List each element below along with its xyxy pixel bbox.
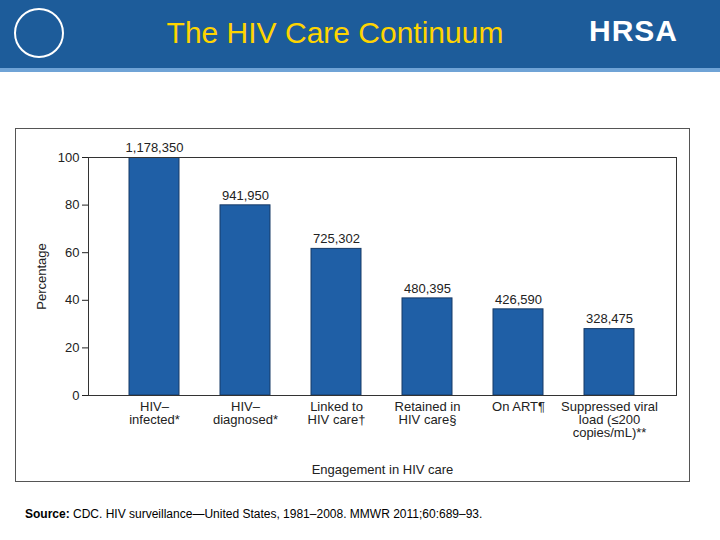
svg-text:Linked toHIV care†: Linked toHIV care† [308,399,366,427]
svg-text:941,950: 941,950 [222,187,269,202]
svg-text:Suppressed viralload (≤200copi: Suppressed viralload (≤200copies/mL)** [561,399,658,440]
svg-text:0: 0 [72,388,79,403]
svg-text:40: 40 [65,292,79,307]
svg-text:480,395: 480,395 [404,281,451,296]
svg-text:426,590: 426,590 [495,292,542,307]
svg-text:725,302: 725,302 [313,231,360,246]
svg-text:On ART¶: On ART¶ [492,399,545,414]
html-text:Source: CDC. HIV surveillance—: Source: CDC. HIV surveillance—United Sta… [25,507,483,521]
html-text:The HIV Care Continuum: The HIV Care Continuum [166,16,504,49]
svg-text:100: 100 [58,150,80,165]
svg-text:80: 80 [65,197,79,212]
svg-text:1,178,350: 1,178,350 [126,140,184,155]
svg-text:60: 60 [65,245,79,260]
svg-text:Retained inHIV care§: Retained inHIV care§ [395,399,461,427]
svg-text:20: 20 [65,340,79,355]
svg-text:Engagement in HIV care: Engagement in HIV care [312,462,454,477]
svg-text:HIV–infected*: HIV–infected* [129,399,180,427]
svg-text:Percentage: Percentage [34,243,49,310]
svg-text:HIV–diagnosed*: HIV–diagnosed* [213,399,278,427]
svg-text:328,475: 328,475 [586,311,633,326]
html-text:HRSA: HRSA [589,14,678,47]
